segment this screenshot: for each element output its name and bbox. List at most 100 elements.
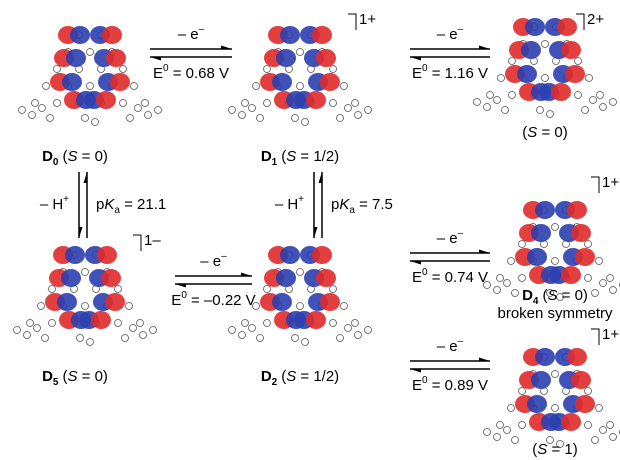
orbital-lobe xyxy=(567,348,587,366)
atom xyxy=(87,49,94,56)
name: D xyxy=(522,287,533,304)
orbital-lobe xyxy=(567,201,587,219)
atom xyxy=(585,422,592,429)
atom xyxy=(352,100,359,107)
atom xyxy=(54,66,61,73)
orbital-lobe xyxy=(62,73,82,91)
charge: 1+ xyxy=(602,174,619,191)
atom xyxy=(264,100,271,107)
atom xyxy=(264,320,271,327)
pka: pKa = 21.1 xyxy=(96,196,166,216)
atom xyxy=(297,303,304,310)
atom xyxy=(607,422,614,429)
molecule-label: (S = 1) xyxy=(532,441,577,458)
molecule-label: D1(S = 1/2) xyxy=(261,148,339,168)
atom xyxy=(155,107,162,114)
subscript: 5 xyxy=(53,377,59,388)
atom xyxy=(341,303,348,310)
atom xyxy=(264,66,271,73)
atom xyxy=(145,112,152,119)
atom xyxy=(242,100,249,107)
orbital-lobe xyxy=(102,26,122,44)
potential: E0 = 0.68 V xyxy=(153,63,229,82)
atom xyxy=(596,405,603,412)
atom xyxy=(509,92,516,99)
spin-state: = 0) xyxy=(537,124,567,141)
reaction-label: – H+ xyxy=(275,194,304,213)
orbital-lobe xyxy=(561,413,581,431)
atom xyxy=(504,427,511,434)
atom xyxy=(355,332,362,339)
molecule-label: D2(S = 1/2) xyxy=(261,368,339,388)
orbital-lobe xyxy=(531,224,551,242)
atom xyxy=(82,303,89,310)
atom xyxy=(115,286,122,293)
orbital-lobe xyxy=(561,266,581,284)
atom xyxy=(137,320,144,327)
atom xyxy=(120,66,127,73)
name: D xyxy=(42,148,53,165)
charge-bracket xyxy=(576,14,584,30)
label-text: p xyxy=(331,196,339,213)
atom xyxy=(508,258,515,265)
atom xyxy=(610,434,617,441)
spin-state: = 0) xyxy=(77,148,107,165)
orbital-lobe xyxy=(96,91,116,109)
potential: E0 = 1.16 V xyxy=(412,63,488,82)
arrow-head xyxy=(410,261,421,265)
atom xyxy=(19,107,26,114)
spin-state: S xyxy=(537,441,547,458)
orbital-lobe xyxy=(280,246,300,264)
atom xyxy=(542,75,549,82)
atom xyxy=(512,437,519,444)
atom xyxy=(519,275,526,282)
orbital-lobe xyxy=(280,26,300,44)
atom xyxy=(494,434,501,441)
orbital-lobe xyxy=(535,348,555,366)
orbital-lobe xyxy=(276,49,296,67)
orbital-lobe xyxy=(105,293,125,311)
molecule xyxy=(19,26,162,126)
atom xyxy=(498,75,505,82)
orbital-lobe xyxy=(66,49,86,67)
orbital-lobe xyxy=(535,201,555,219)
potential: E0 = 0.89 V xyxy=(412,375,488,394)
arrow-head xyxy=(314,227,318,238)
atom xyxy=(302,119,309,126)
atom xyxy=(115,320,122,327)
atom xyxy=(610,99,617,106)
orbital-lobe xyxy=(565,65,585,83)
atom xyxy=(242,320,249,327)
orbital-lobe xyxy=(551,83,571,101)
charge: 1+ xyxy=(359,11,376,28)
spin-state: S xyxy=(547,287,557,304)
charge-bracket xyxy=(348,14,356,30)
atom xyxy=(494,97,501,104)
superscript: – xyxy=(458,228,464,239)
atom xyxy=(54,100,61,107)
orbital-lobe xyxy=(316,49,336,67)
molecule-label: D5(S = 0) xyxy=(42,368,108,388)
subscript: 0 xyxy=(53,157,59,168)
label-text: p xyxy=(96,196,104,213)
atom xyxy=(34,325,41,332)
label-text: = 21.1 xyxy=(120,196,166,213)
spin-state: S xyxy=(527,124,537,141)
atom xyxy=(82,269,89,276)
reaction-label: – e– xyxy=(200,251,227,270)
name: D xyxy=(261,368,272,385)
atom xyxy=(519,388,526,395)
orbital-lobe xyxy=(571,224,591,242)
atom xyxy=(126,303,133,310)
orbital-lobe xyxy=(106,49,126,67)
atom xyxy=(600,104,607,111)
orbital-lobe xyxy=(97,246,117,264)
atom xyxy=(229,327,236,334)
arrow-head xyxy=(175,284,186,288)
atom xyxy=(302,339,309,346)
label-text: – e xyxy=(437,26,458,43)
orbital-lobe xyxy=(110,73,130,91)
label-text: E xyxy=(412,65,422,82)
atom xyxy=(341,83,348,90)
scheme: D0(S = 0)D1(S = 1/2)1+(S = 0)2+D5(S = 0)… xyxy=(0,0,620,460)
